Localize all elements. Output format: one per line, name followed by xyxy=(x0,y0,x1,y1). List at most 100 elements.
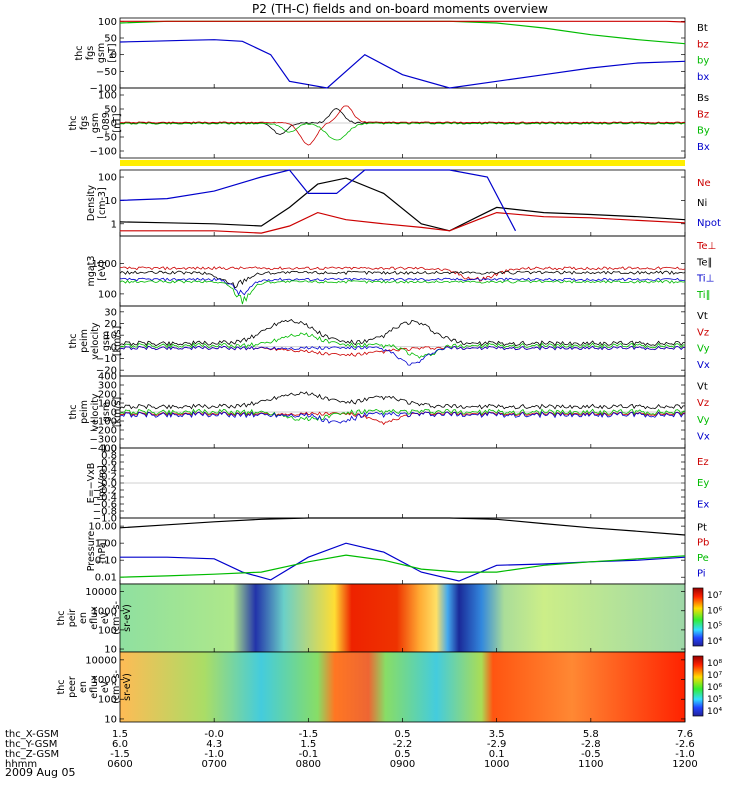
temp-legend-ti⊥: Ti⊥ xyxy=(696,274,714,285)
temp-ylabel: [eV] xyxy=(97,261,108,281)
ephem-value: 1200 xyxy=(672,759,697,770)
pressure-tick-label: 0.01 xyxy=(95,573,117,584)
ephem-row-label: thc_Y-GSM xyxy=(5,739,57,750)
peir-tick-label: 100 xyxy=(98,625,117,636)
ephem-value: -2.6 xyxy=(675,739,695,750)
ephem-value: -0.0 xyxy=(204,729,224,740)
vel2-tick-label: 100 xyxy=(98,399,117,410)
peer-ylabel: sr-eV) xyxy=(122,673,133,701)
trace-vel2-vy xyxy=(119,408,685,422)
panel-efield: 1.00.80.60.40.20.0−0.2−0.4−0.6−0.8−1.0 E=… xyxy=(86,444,709,525)
peir-colorbar-label: 10⁷ xyxy=(707,591,722,601)
pressure-legend-pt: Pt xyxy=(697,522,707,533)
ephem-value: 0800 xyxy=(296,759,321,770)
ephem-value: 4.3 xyxy=(206,739,222,750)
vel2-tick-label: −300 xyxy=(90,435,117,446)
ephem-value: -1.5 xyxy=(110,749,130,760)
trace-vel1-vt xyxy=(119,318,685,347)
temp-tick-label: 1000 xyxy=(92,259,117,270)
vel1-ylabel: gsm xyxy=(101,331,112,351)
fgs-legend-by: by xyxy=(697,56,709,67)
fgl-ylabel: [nT] xyxy=(112,113,123,132)
density-tick-label: 100 xyxy=(98,173,117,184)
vel2-tick-label: −200 xyxy=(90,426,117,437)
vel2-tick-label: −400 xyxy=(90,444,117,455)
panel-peir: 10⁷ 10⁶ 10⁵ 10⁴ 10000 1000 100 10 thc peir en eflux… xyxy=(56,583,722,656)
efield-legend-ey: Ey xyxy=(697,478,709,489)
peer-colorbar-label: 10⁴ xyxy=(707,707,722,717)
peer-ylabel: en xyxy=(78,681,89,693)
trace-temp-te-perp xyxy=(119,266,686,282)
temp-legend-ti∥: Ti∥ xyxy=(696,290,711,301)
ephem-row-label: thc_X-GSM xyxy=(5,729,59,740)
fgl-legend-by: By xyxy=(697,126,710,137)
ephemeris-table: thc_X-GSMthc_Y-GSMthc_Z-GSMhhmm1.56.0-1.… xyxy=(5,729,698,770)
efield-tick-label: −0.4 xyxy=(93,493,117,504)
trace-vel2-vx xyxy=(119,411,685,424)
vel2-ylabel: [km/s] xyxy=(112,397,123,427)
panel-fgs: 100 50 0 −50 −100 thc fgs gsm [nT] Bt bz by bx xyxy=(74,17,709,95)
trace-fgl-bs xyxy=(119,108,685,135)
ephem-value: -0.5 xyxy=(581,749,601,760)
fgs-tick-label: 50 xyxy=(104,34,117,45)
ephem-value: -1.0 xyxy=(204,749,224,760)
series-density-npot xyxy=(119,169,517,232)
peir-tick-label: 1000 xyxy=(92,606,117,617)
ephem-value: 1000 xyxy=(484,759,509,770)
fgs-legend-bx: bx xyxy=(697,72,709,83)
efield-tick-label: −0.2 xyxy=(93,486,117,497)
trace-temp-ti-perp xyxy=(119,277,686,296)
fgl-tick-label: −50 xyxy=(96,133,117,144)
ephem-value: 5.8 xyxy=(583,729,599,740)
date-label: 2009 Aug 05 xyxy=(5,766,75,779)
efield-tick-label: 0.8 xyxy=(101,451,117,462)
peir-tick-label: 10000 xyxy=(85,587,117,598)
series-pressure-pi xyxy=(120,542,686,582)
peir-ylabel: eflux xyxy=(89,606,100,630)
peir-colorbar-label: 10⁶ xyxy=(707,606,722,616)
peer-tick-label: 100 xyxy=(98,695,117,706)
peer-ylabel: (cm²-s- xyxy=(111,670,122,704)
pressure-legend-pb: Pb xyxy=(697,538,709,549)
efield-tick-label: 0.6 xyxy=(101,458,117,469)
vel1-tick-label: 0 xyxy=(111,342,117,353)
density-ylabel: Density xyxy=(86,185,97,221)
series-density-ne xyxy=(120,211,686,234)
trace-temp-ti-par xyxy=(119,279,686,305)
fgs-tick-label: 100 xyxy=(98,17,117,28)
peir-tick-label: 10 xyxy=(104,645,117,656)
fgl-tick-label: 50 xyxy=(104,105,117,116)
vel1-ylabel: thc xyxy=(68,334,79,349)
peer-ylabel: eflux xyxy=(89,675,100,699)
ephem-value: -2.8 xyxy=(581,739,601,750)
ephem-value: 0700 xyxy=(201,759,226,770)
peir-colorbar-label: 10⁴ xyxy=(707,637,722,647)
density-legend-ne: Ne xyxy=(697,178,711,189)
fgs-ylabel: gsm xyxy=(96,43,107,63)
vel2-tick-label: 300 xyxy=(98,381,117,392)
vel2-tick-label: 400 xyxy=(98,372,117,383)
vel1-ylabel: [km/s] xyxy=(112,326,123,356)
ephem-value: 6.0 xyxy=(112,739,128,750)
fgs-frame xyxy=(119,17,686,89)
efield-tick-label: 1.0 xyxy=(101,444,117,455)
temp-tick-label: 100 xyxy=(98,289,117,300)
peir-ylabel: peir xyxy=(67,609,78,628)
ephem-value: 0.5 xyxy=(395,749,411,760)
vel1-tick-label: 10 xyxy=(104,331,117,342)
trace-vel2-vz xyxy=(119,411,686,426)
trace-vel1-vy xyxy=(119,332,686,359)
density-legend-npot: Npot xyxy=(697,218,721,229)
fgl-legend-bz: Bz xyxy=(697,109,709,120)
vel2-legend-vz: Vz xyxy=(697,398,709,409)
fgl-tick-label: 0 xyxy=(111,119,117,130)
ephem-value: -1.5 xyxy=(299,729,319,740)
ephem-row-label: hhmm xyxy=(5,759,37,770)
peir-ylabel: (cm²-s- xyxy=(111,601,122,635)
vel2-legend-vt: Vt xyxy=(697,381,708,392)
peer-spectrogram xyxy=(120,652,685,722)
ephem-value: 1100 xyxy=(578,759,603,770)
series-pressure-pt xyxy=(119,517,686,536)
peer-ylabel: eV xyxy=(100,680,111,693)
